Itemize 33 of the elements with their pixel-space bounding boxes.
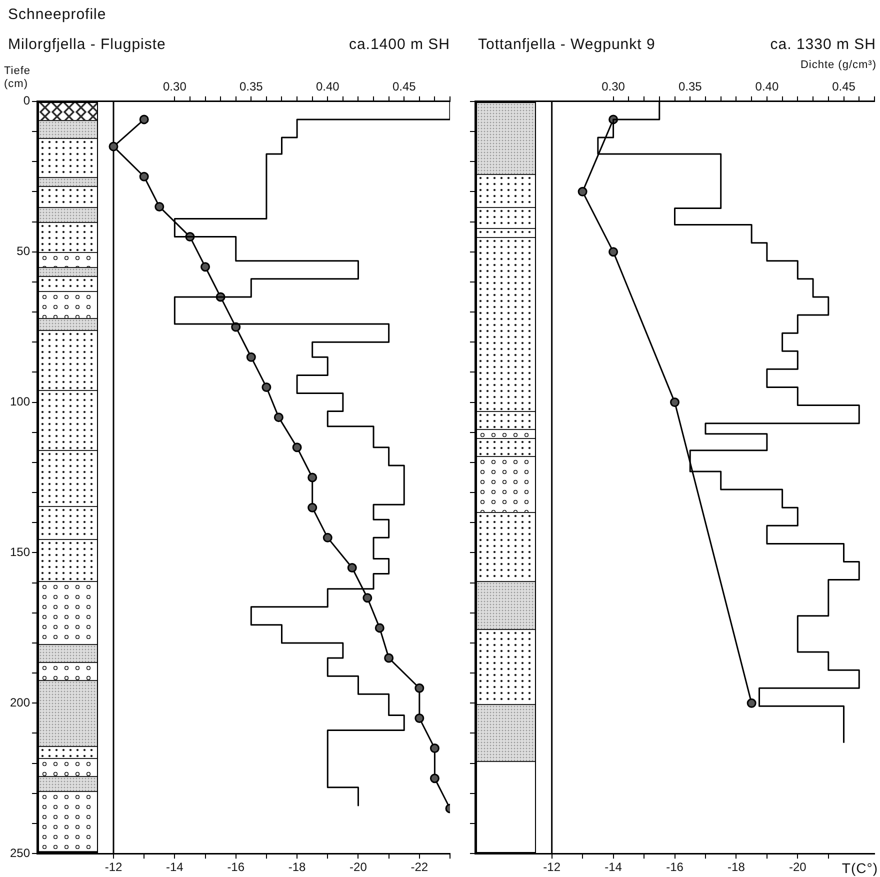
y-tick-label: 250 [10, 846, 30, 860]
x2-axis-title: Dichte (g/cm³) [800, 59, 876, 72]
chart-title: Tottanfjella - Wegpunkt 9 [478, 36, 656, 53]
x2-tick-label: 0.30 [163, 80, 187, 94]
x2-tick-label: 0.40 [755, 80, 779, 94]
x-tick-label: -16 [227, 860, 245, 874]
x-tick-label: -20 [789, 860, 807, 874]
x2-tick-label: 0.45 [392, 80, 416, 94]
y-tick-label: 0 [23, 94, 30, 108]
x-tick-label: -14 [166, 860, 184, 874]
x2-tick-label: 0.30 [602, 80, 626, 94]
y-tick-label: 100 [10, 394, 30, 409]
x2-tick-label: 0.35 [239, 80, 264, 94]
x-tick-label: -14 [604, 860, 622, 874]
chart-title: Milorgfjella - Flugpiste [8, 36, 166, 53]
y-tick-label: 150 [10, 545, 30, 560]
x2-tick-label: 0.45 [832, 80, 856, 94]
chart-subtitle: ca. 1330 m SH [770, 36, 876, 53]
y-tick-label: 50 [16, 244, 30, 258]
x-tick-label: -12 [543, 860, 561, 874]
x-tick-label: -20 [350, 860, 368, 874]
y-tick-label: 200 [10, 695, 30, 710]
text: Schneeprofile [8, 6, 106, 23]
x2-tick-label: 0.40 [316, 80, 340, 94]
chart-subtitle: ca.1400 m SH [348, 36, 450, 53]
x-tick-label: -22 [410, 860, 428, 874]
y-axis-title: Tiefe (cm) [4, 65, 32, 92]
x-tick-label: -16 [666, 860, 684, 874]
x-tick-label: -18 [288, 860, 306, 874]
x-axis-title: T(C°) [842, 860, 878, 876]
x-tick-label: -12 [104, 860, 122, 874]
x-tick-label: -18 [728, 860, 746, 874]
x2-tick-label: 0.35 [678, 80, 702, 94]
